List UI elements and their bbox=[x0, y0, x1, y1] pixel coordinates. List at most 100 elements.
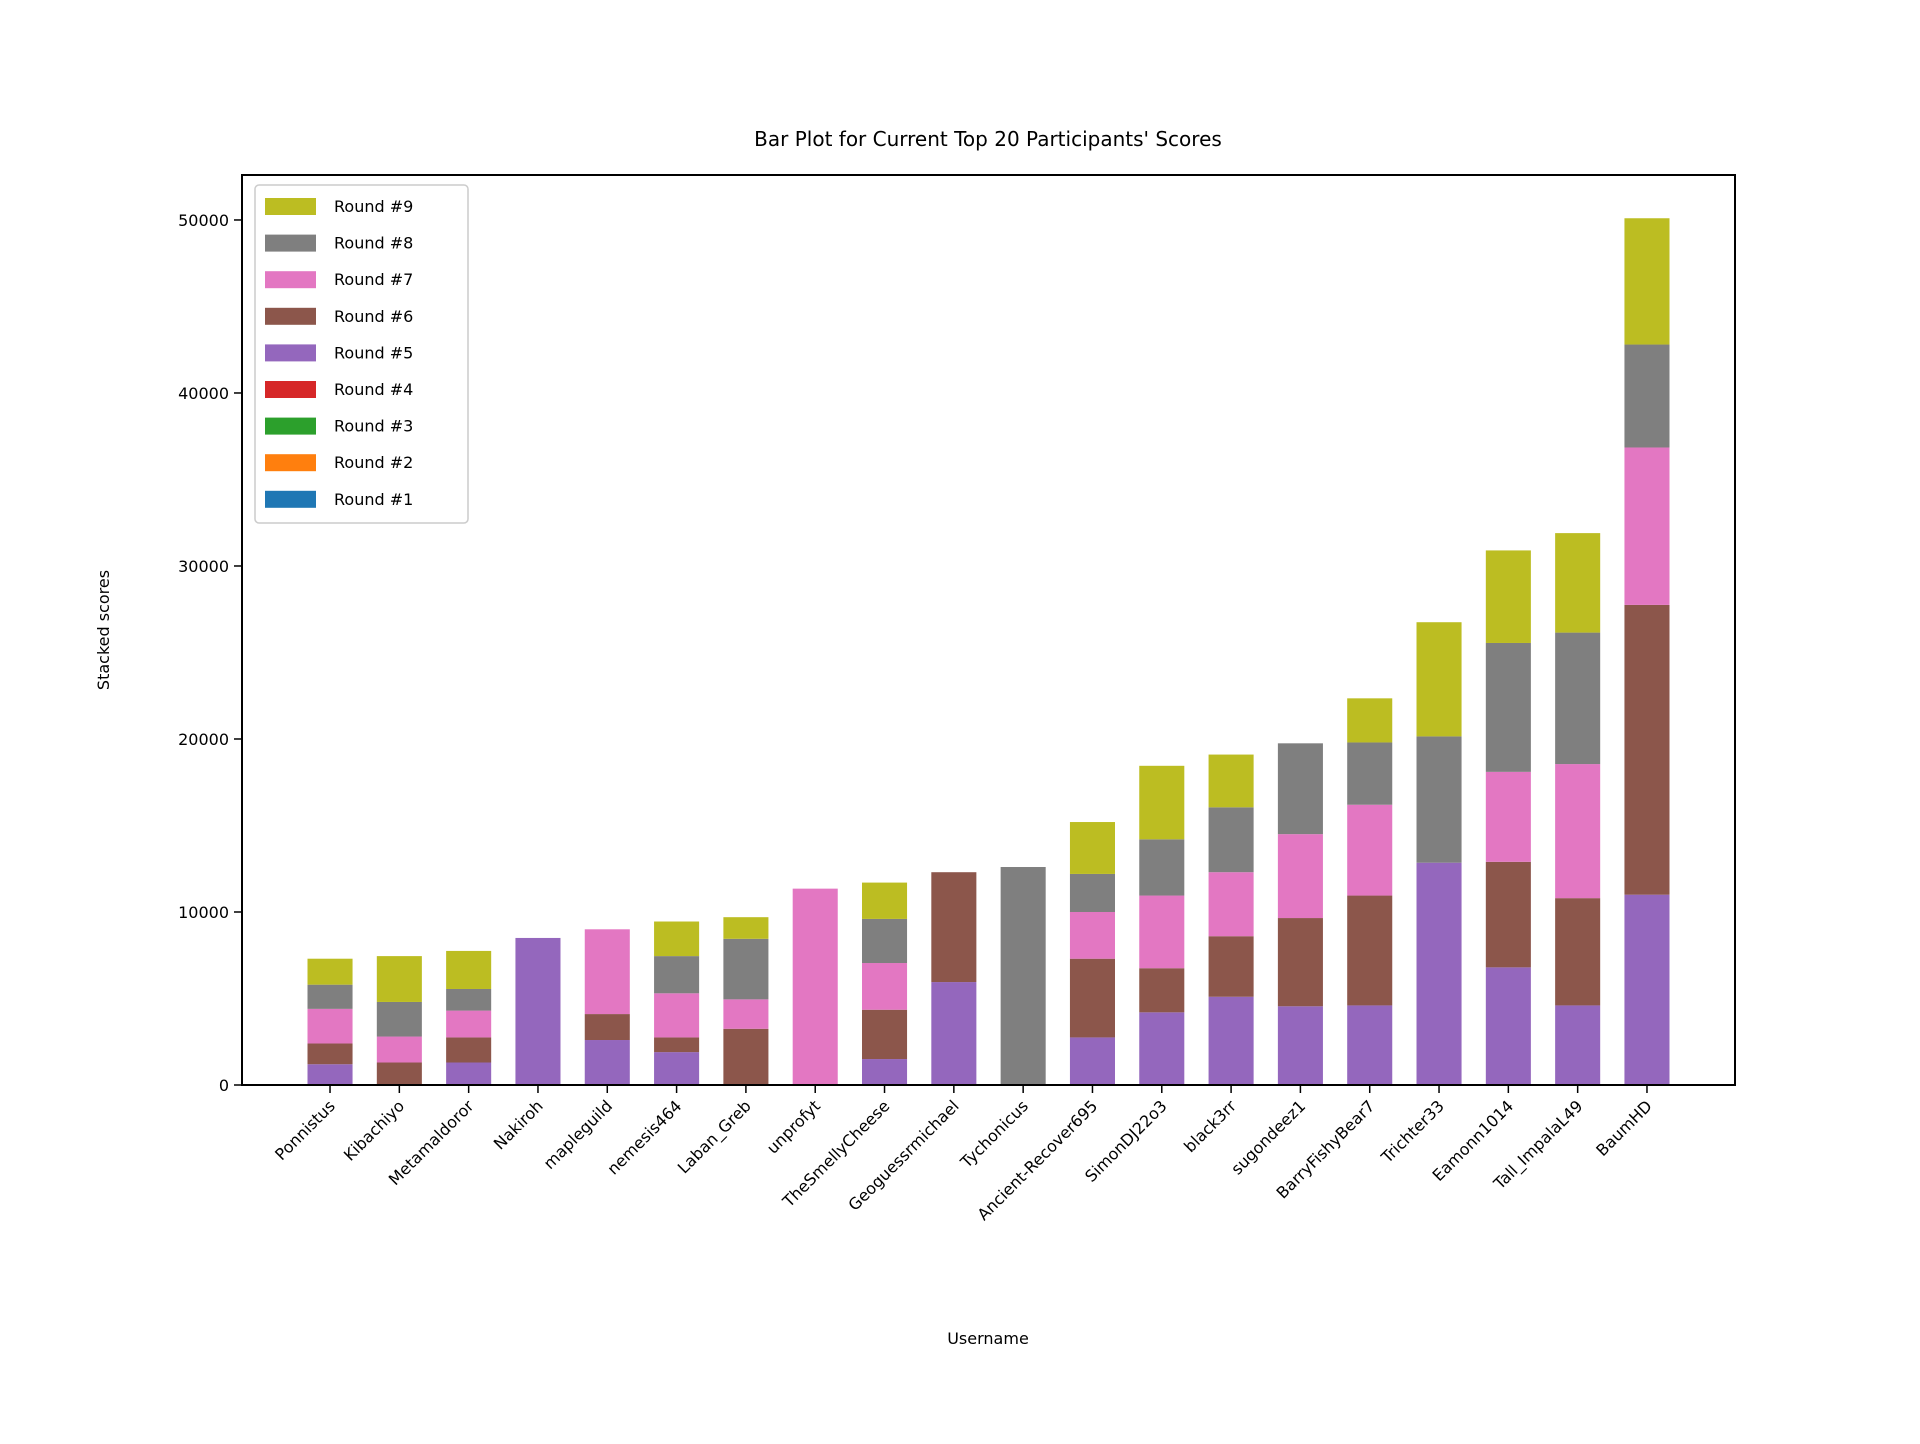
bar-nemesis464-round-7 bbox=[654, 993, 700, 1038]
bar-Kibachiyo-round-9 bbox=[376, 956, 422, 1002]
plot-frame bbox=[241, 174, 1736, 1086]
legend-label: Round #3 bbox=[334, 417, 413, 436]
bar-Eamonn1014-round-6 bbox=[1485, 861, 1531, 968]
bar-mapleguild-round-6 bbox=[584, 1014, 630, 1041]
x-tick-label: Tychonicus bbox=[956, 1096, 1032, 1172]
bar-SimonDJ22o3-round-8 bbox=[1139, 839, 1185, 896]
bar-Eamonn1014-round-5 bbox=[1485, 967, 1531, 1085]
bar-black3rr-round-9 bbox=[1208, 754, 1254, 808]
bar-Laban_Greb-round-9 bbox=[723, 917, 769, 939]
bar-black3rr-round-6 bbox=[1208, 936, 1254, 997]
bar-BaumHD-round-7 bbox=[1624, 447, 1670, 605]
bar-Laban_Greb-round-6 bbox=[723, 1028, 769, 1085]
bar-Ancient-Recover695-round-8 bbox=[1069, 873, 1115, 912]
bar-Metamaldoror-round-9 bbox=[446, 950, 492, 989]
legend-label: Round #5 bbox=[334, 343, 413, 362]
bar-TheSmellyCheese-round-9 bbox=[862, 882, 908, 919]
legend-swatch-round-6 bbox=[265, 307, 316, 325]
bar-Ancient-Recover695-round-7 bbox=[1069, 911, 1115, 959]
x-tick-label: Trichter33 bbox=[1377, 1096, 1448, 1167]
bar-nemesis464-round-5 bbox=[654, 1052, 700, 1085]
bar-Metamaldoror-round-8 bbox=[446, 988, 492, 1011]
bar-Ancient-Recover695-round-6 bbox=[1069, 958, 1115, 1038]
bar-unprofyt-round-7 bbox=[792, 888, 838, 1085]
bar-Kibachiyo-round-7 bbox=[376, 1036, 422, 1063]
legend-swatch-round-5 bbox=[265, 344, 316, 362]
x-tick-label: Nakiroh bbox=[490, 1096, 547, 1153]
legend-swatch-round-1 bbox=[265, 490, 316, 508]
bar-Eamonn1014-round-9 bbox=[1485, 550, 1531, 643]
chart-title: Bar Plot for Current Top 20 Participants… bbox=[754, 127, 1222, 151]
bar-Tall_ImpalaL49-round-5 bbox=[1555, 1005, 1601, 1085]
bar-Metamaldoror-round-6 bbox=[446, 1037, 492, 1063]
bar-Metamaldoror-round-5 bbox=[446, 1062, 492, 1085]
bar-nemesis464-round-9 bbox=[654, 921, 700, 957]
bar-BaumHD-round-6 bbox=[1624, 604, 1670, 895]
bar-BarryFishyBear7-round-9 bbox=[1347, 698, 1393, 743]
bar-Ponnistus-round-9 bbox=[307, 958, 353, 985]
bar-sugondeez1-round-6 bbox=[1277, 918, 1323, 1007]
legend-swatch-round-9 bbox=[265, 198, 316, 215]
y-tick-label: 20000 bbox=[178, 730, 229, 749]
bar-BaumHD-round-5 bbox=[1624, 894, 1670, 1085]
bar-Eamonn1014-round-8 bbox=[1485, 642, 1531, 772]
bar-SimonDJ22o3-round-5 bbox=[1139, 1012, 1185, 1085]
bar-TheSmellyCheese-round-5 bbox=[862, 1059, 908, 1085]
legend: Round #9 Round #8 Round #7 Round #6 Round #5… bbox=[254, 184, 469, 524]
legend-swatch-round-4 bbox=[265, 381, 316, 398]
x-axis-label: Username bbox=[947, 1329, 1029, 1348]
bar-mapleguild-round-7 bbox=[584, 929, 630, 1015]
x-tick-label: black3rr bbox=[1180, 1096, 1240, 1156]
bar-Nakiroh-round-5 bbox=[515, 937, 561, 1085]
x-tick-label: Laban_Greb bbox=[674, 1096, 756, 1178]
bar-Ponnistus-round-6 bbox=[307, 1043, 353, 1065]
bar-BaumHD-round-9 bbox=[1624, 218, 1670, 345]
bar-sugondeez1-round-7 bbox=[1277, 834, 1323, 919]
bar-TheSmellyCheese-round-8 bbox=[862, 918, 908, 964]
bar-Kibachiyo-round-8 bbox=[376, 1001, 422, 1037]
bar-Ancient-Recover695-round-9 bbox=[1069, 822, 1115, 874]
x-tick-label: unprofyt bbox=[763, 1096, 824, 1157]
bar-sugondeez1-round-8 bbox=[1277, 743, 1323, 835]
bar-Tall_ImpalaL49-round-6 bbox=[1555, 898, 1601, 1006]
legend-swatch-round-3 bbox=[265, 417, 316, 435]
bar-Tychonicus-round-8 bbox=[1000, 867, 1046, 1085]
bar-Geoguessrmichael-round-5 bbox=[931, 982, 977, 1085]
bar-Eamonn1014-round-7 bbox=[1485, 771, 1531, 862]
bar-Ponnistus-round-7 bbox=[307, 1008, 353, 1044]
bar-Trichter33-round-5 bbox=[1416, 862, 1462, 1085]
y-tick-label: 0 bbox=[219, 1076, 229, 1095]
legend-label: Round #9 bbox=[334, 197, 413, 216]
bar-SimonDJ22o3-round-9 bbox=[1139, 765, 1185, 840]
bar-Tall_ImpalaL49-round-9 bbox=[1555, 533, 1601, 633]
legend-swatch-round-7 bbox=[265, 271, 316, 289]
bar-black3rr-round-5 bbox=[1208, 996, 1254, 1085]
x-tick-label: Kibachiyo bbox=[340, 1096, 408, 1164]
bar-Laban_Greb-round-8 bbox=[723, 938, 769, 1000]
legend-box bbox=[254, 184, 469, 524]
bar-BaumHD-round-8 bbox=[1624, 344, 1670, 448]
bar-Ponnistus-round-8 bbox=[307, 984, 353, 1009]
bar-BarryFishyBear7-round-8 bbox=[1347, 742, 1393, 805]
y-tick-label: 40000 bbox=[178, 384, 229, 403]
x-tick-label: Ponnistus bbox=[271, 1096, 339, 1164]
bar-nemesis464-round-8 bbox=[654, 956, 700, 994]
legend-label: Round #4 bbox=[334, 380, 413, 399]
bar-nemesis464-round-6 bbox=[654, 1037, 700, 1053]
bar-Kibachiyo-round-6 bbox=[376, 1062, 422, 1085]
y-tick-label: 10000 bbox=[178, 903, 229, 922]
legend-label: Round #6 bbox=[334, 307, 413, 326]
bar-Metamaldoror-round-7 bbox=[446, 1010, 492, 1038]
bar-SimonDJ22o3-round-6 bbox=[1139, 968, 1185, 1013]
bar-BarryFishyBear7-round-6 bbox=[1347, 895, 1393, 1006]
bar-Laban_Greb-round-7 bbox=[723, 999, 769, 1029]
bar-SimonDJ22o3-round-7 bbox=[1139, 895, 1185, 969]
bar-black3rr-round-8 bbox=[1208, 807, 1254, 873]
bar-Ponnistus-round-5 bbox=[307, 1064, 353, 1085]
legend-label: Round #8 bbox=[334, 234, 413, 253]
bar-Trichter33-round-8 bbox=[1416, 736, 1462, 863]
legend-swatch-round-2 bbox=[265, 454, 316, 472]
y-tick-label: 50000 bbox=[178, 211, 229, 230]
bar-Trichter33-round-9 bbox=[1416, 622, 1462, 737]
bar-black3rr-round-7 bbox=[1208, 872, 1254, 937]
